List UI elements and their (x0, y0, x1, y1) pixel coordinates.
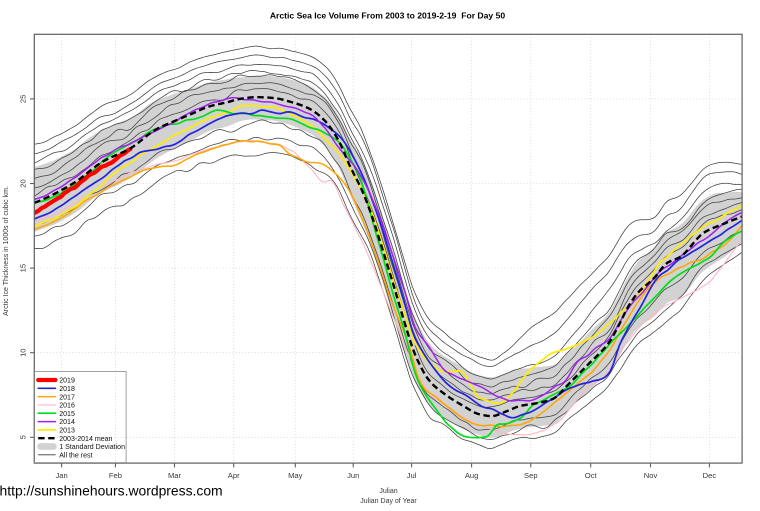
svg-text:Jul: Jul (407, 471, 417, 480)
svg-text:Jun: Jun (347, 471, 359, 480)
svg-text:15: 15 (19, 264, 28, 272)
svg-text:http://sunshinehours.wordpress: http://sunshinehours.wordpress.com (0, 483, 223, 499)
svg-text:Feb: Feb (109, 471, 122, 480)
svg-text:20: 20 (19, 179, 28, 187)
svg-text:Sep: Sep (524, 471, 538, 480)
svg-text:Dec: Dec (703, 471, 717, 480)
svg-text:Arctic Sea Ice Volume From 200: Arctic Sea Ice Volume From 2003 to 2019-… (270, 11, 506, 21)
svg-text:2015: 2015 (59, 411, 75, 418)
svg-text:May: May (288, 471, 303, 480)
svg-text:1 Standard Deviation: 1 Standard Deviation (59, 444, 125, 451)
svg-text:Julian: Julian (379, 488, 397, 495)
svg-text:2016: 2016 (59, 403, 75, 410)
svg-text:2018: 2018 (59, 386, 75, 393)
svg-text:All the rest: All the rest (59, 453, 92, 460)
svg-text:25: 25 (19, 95, 28, 103)
svg-text:2019: 2019 (59, 378, 75, 385)
svg-text:Aug: Aug (465, 471, 479, 480)
svg-text:10: 10 (19, 348, 28, 356)
svg-text:2017: 2017 (59, 394, 75, 401)
svg-text:5: 5 (19, 435, 28, 439)
svg-text:Nov: Nov (644, 471, 658, 480)
svg-text:Oct: Oct (585, 471, 598, 480)
svg-text:Jan: Jan (55, 471, 67, 480)
svg-text:2003-2014 mean: 2003-2014 mean (59, 436, 112, 443)
svg-text:Mar: Mar (168, 471, 182, 480)
svg-text:2014: 2014 (59, 419, 75, 426)
svg-text:Arctic Ice Thickness in 1000s: Arctic Ice Thickness in 1000s of cubic k… (3, 186, 10, 316)
svg-text:Julian Day of Year: Julian Day of Year (360, 498, 417, 505)
svg-text:Apr: Apr (228, 471, 240, 480)
svg-text:2013: 2013 (59, 428, 75, 435)
